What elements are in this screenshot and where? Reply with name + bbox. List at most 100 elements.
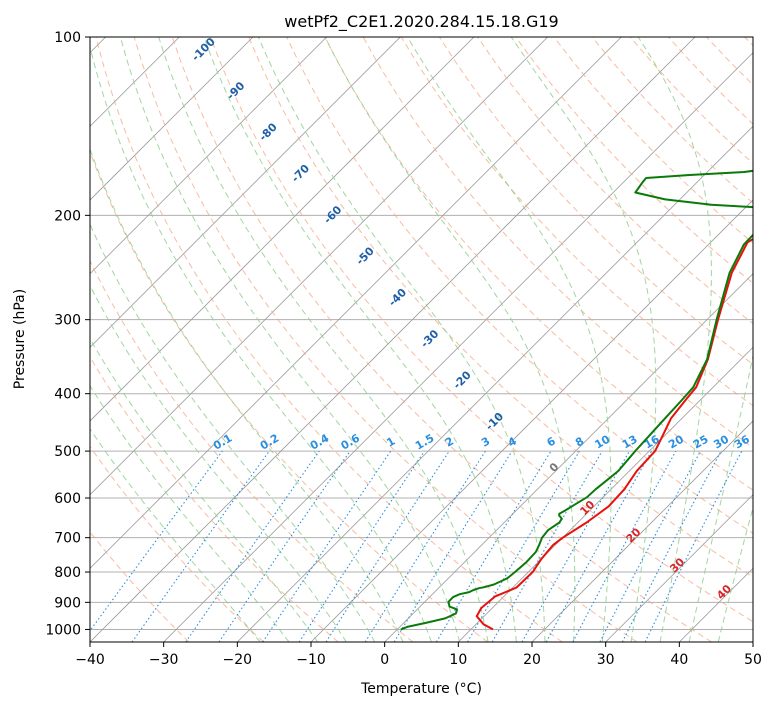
mixing-ratio-line [185,450,320,642]
dry-adiabat-label: -100 [189,35,218,64]
dry-adiabat-label: -70 [289,162,312,185]
moist-adiabat-line [637,37,712,642]
grid-lines [90,37,753,642]
mixing-ratio-label: 4 [506,434,519,449]
moist-adiabat-line [90,427,261,642]
isotherm-line [237,125,753,642]
y-tick-label: 600 [54,491,81,507]
mixing-ratio-line [298,450,425,642]
dry-adiabat-label: -90 [224,79,247,102]
mixing-ratio-line [644,450,743,642]
temperature-profile-line [475,237,753,631]
mixing-ratio-line [262,450,392,642]
dry-adiabat-line [90,445,264,642]
dry-adiabat-line [668,37,753,125]
mixing-ratio-label: 30 [711,432,731,451]
x-axis-label: Temperature (°C) [360,681,482,697]
dry-adiabat-label: -80 [257,120,280,143]
isotherm-line [310,199,753,642]
mixing-ratio-line [545,450,653,642]
isotherm-line [752,641,753,642]
y-tick-label: 100 [54,30,81,46]
isotherm-line [605,494,753,642]
mixing-ratio-label: 36 [732,432,752,451]
isotherm-line [90,37,401,348]
line-labels: 0.1 0.2 0.4 0.6 1 1.5 2 3 4 6 8 10 13 16 20 25 30 36-100-… [189,35,752,602]
profiles [400,169,753,631]
dry-adiabat-line [95,37,563,642]
dry-adiabat-line [90,356,339,642]
dry-adiabat-label: -40 [386,286,409,309]
mixing-ratio-line [364,450,486,642]
x-tick-label: 20 [523,652,541,668]
moist-adiabat-line [90,384,290,642]
dry-adiabat-line [515,37,753,284]
y-tick-label: 1000 [45,622,81,638]
y-tick-label: 900 [54,595,81,611]
isotherm-line [90,37,696,642]
isotherm-line [90,37,622,569]
isotherm-line [531,420,753,642]
moist-adiabat-line [324,37,576,642]
isotherm-line [90,37,254,201]
dry-adiabat-line [90,259,414,642]
x-tick-label: −40 [75,652,105,668]
mixing-ratio-line [393,450,513,642]
isotherm-line [384,273,753,642]
moist-adiabat-line [158,37,489,642]
mixing-ratio-line [325,450,450,642]
moist-adiabat-line [90,147,404,642]
dry-adiabat-line [744,37,753,47]
moist-adiabat-line [119,37,461,642]
mixing-ratio-label: 20 [666,432,686,451]
y-tick-label: 700 [54,531,81,547]
mixing-ratio-lines [90,450,743,642]
x-tick-label: 10 [449,652,467,668]
dry-adiabat-line [210,37,753,623]
mixing-ratio-label: 6 [545,434,558,449]
moist-adiabat-line [90,222,376,642]
mixing-ratio-line [521,450,630,642]
chart-title: wetPf2_C2E1.2020.284.15.18.G19 [284,12,558,32]
moist-adiabat-line [90,284,347,642]
moist-adiabat-line [688,353,753,642]
mixing-ratio-label: 1 [384,435,397,450]
dry-adiabat-line [133,37,638,642]
mixing-ratio-line [435,450,552,642]
mixing-ratio-label: 3 [479,435,492,450]
plot-frame [89,36,754,643]
dry-adiabat-label: -30 [418,327,441,350]
dry-adiabat-line [286,37,753,534]
dry-adiabat-line [706,37,753,86]
isotherm-line [163,52,753,642]
y-tick-label: 500 [54,444,81,460]
y-axis-label: Pressure (hPa) [12,289,28,389]
plot-area: 0.1 0.2 0.4 0.6 1 1.5 2 3 4 6 8 10 13 16 20 25 30 36-100-… [90,35,753,642]
y-tick-label: 800 [54,565,81,581]
dewpoint-profile-line [400,169,753,631]
mixing-ratio-line [131,450,270,642]
isotherm-line [679,567,753,642]
mixing-ratio-label: 0.6 [339,431,363,452]
mixing-ratio-line [599,450,701,642]
mixing-ratio-label: 1.5 [413,432,436,453]
dry-adiabat-label: -20 [451,368,474,391]
mixing-ratio-line [218,450,351,642]
moist-adiabat-line [510,37,657,642]
mixing-ratio-label: 0.4 [308,431,332,452]
x-tick-label: −30 [149,652,179,668]
x-tick-label: 40 [670,652,688,668]
moist-adiabat-line [203,37,517,642]
dry-adiabat-line [591,37,753,204]
y-tick-label: 300 [54,313,81,329]
dry-adiabat-line [171,37,712,642]
moist-adiabat-line [407,37,612,642]
x-tick-label: 50 [744,652,762,668]
dry-adiabat-line [324,37,753,491]
moist-adiabat-line [90,337,319,642]
isotherm-line [458,346,753,642]
dry-adiabat-label: -10 [483,410,506,433]
dry-adiabat-label: -60 [321,203,344,226]
dry-adiabat-line [248,37,753,578]
